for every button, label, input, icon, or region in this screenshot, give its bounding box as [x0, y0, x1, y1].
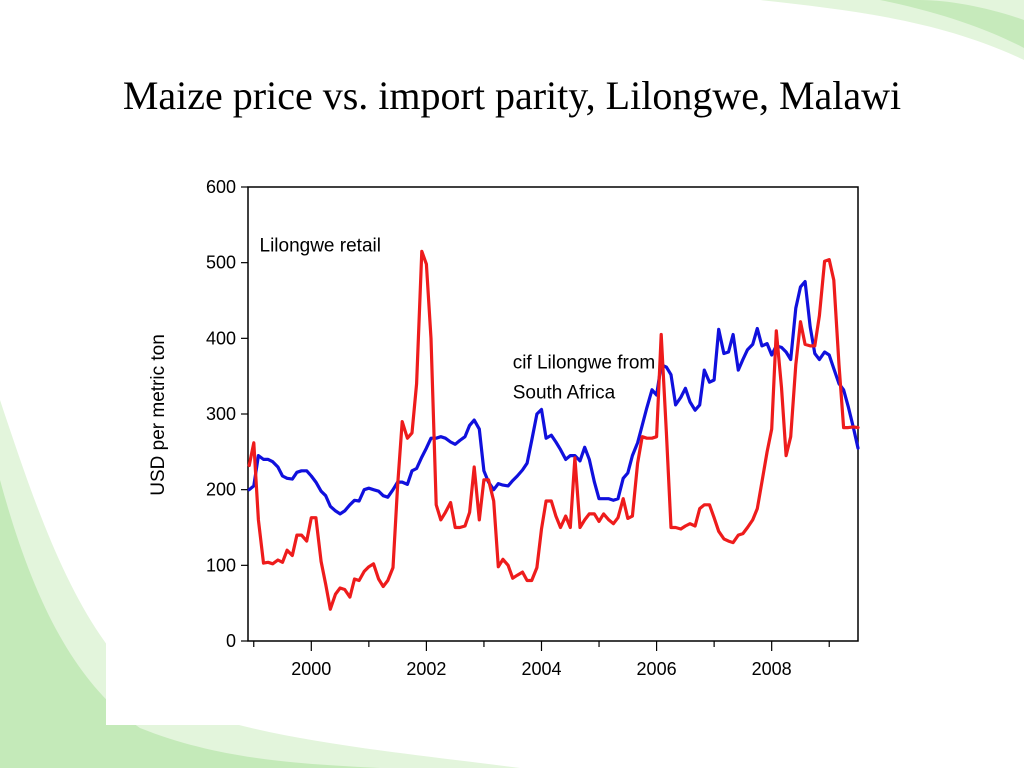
y-tick-label: 400	[206, 328, 236, 348]
y-tick-label: 0	[226, 631, 236, 651]
x-tick-label: 2006	[637, 659, 677, 679]
y-axis: 0 100 200 300 400 500 600	[206, 177, 248, 651]
y-tick-label: 500	[206, 253, 236, 273]
slide-title: Maize price vs. import parity, Lilongwe,…	[122, 73, 902, 118]
series-line-cif	[247, 280, 860, 516]
x-tick-label: 2008	[752, 659, 792, 679]
annotation-retail: Lilongwe retail	[260, 235, 381, 256]
y-tick-label: 300	[206, 404, 236, 424]
y-tick-label: 600	[206, 177, 236, 197]
y-tick-label: 200	[206, 480, 236, 500]
y-axis-label: USD per metric ton	[148, 334, 169, 496]
swoosh-top-right-band	[880, 0, 1024, 48]
content-panel	[106, 140, 1024, 725]
x-axis: 2000 2002 2004 2006 2008	[253, 641, 830, 679]
series-line-retail	[247, 249, 860, 611]
annotation-cif: South Africa	[513, 383, 616, 404]
x-tick-label: 2004	[521, 659, 561, 679]
annotation-cif: cif Lilongwe from	[513, 353, 656, 374]
y-tick-label: 100	[206, 555, 236, 575]
swoosh-bottom-left-band	[0, 480, 380, 768]
x-tick-label: 2002	[406, 659, 446, 679]
x-tick-label: 2000	[291, 659, 331, 679]
